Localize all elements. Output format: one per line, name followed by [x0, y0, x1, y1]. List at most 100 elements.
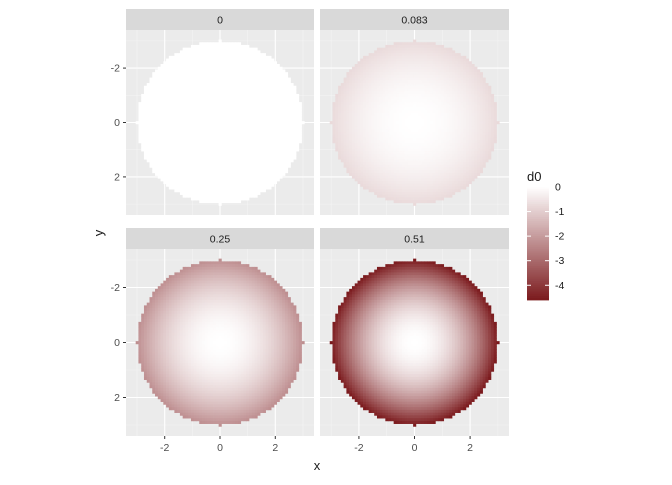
- heat-cell: [349, 75, 352, 78]
- heat-cell: [377, 154, 380, 157]
- heat-cell: [444, 113, 447, 116]
- heat-cell: [263, 99, 266, 102]
- heat-cell: [296, 140, 299, 143]
- heat-cell: [377, 178, 380, 181]
- heat-cell: [335, 116, 338, 119]
- heat-cell: [394, 67, 397, 70]
- heat-cell: [163, 80, 166, 83]
- heat-cell: [419, 88, 422, 91]
- heat-cell: [161, 146, 164, 149]
- heat-cell: [380, 192, 383, 195]
- heat-cell: [208, 97, 211, 100]
- heat-cell: [438, 154, 441, 157]
- heat-cell: [344, 140, 347, 143]
- heat-cell: [346, 157, 349, 160]
- heat-cell: [394, 124, 397, 127]
- heat-cell: [271, 151, 274, 154]
- heat-cell: [147, 132, 150, 135]
- heat-cell: [405, 59, 408, 62]
- heat-cell: [369, 148, 372, 151]
- heat-cell: [172, 56, 175, 59]
- heat-cell: [255, 94, 258, 97]
- heat-cell: [366, 137, 369, 140]
- heat-cell: [274, 72, 277, 75]
- heat-cell: [260, 176, 263, 179]
- heat-cell: [377, 184, 380, 187]
- heat-cell: [288, 148, 291, 151]
- heat-cell: [371, 97, 374, 100]
- heat-cell: [374, 181, 377, 184]
- heat-cell: [383, 170, 386, 173]
- heat-cell: [246, 45, 249, 48]
- heat-cell: [344, 113, 347, 116]
- heat-cell: [238, 45, 241, 48]
- heat-cell: [221, 61, 224, 64]
- heat-cell: [385, 151, 388, 154]
- heat-cell: [433, 56, 436, 59]
- heat-cell: [349, 91, 352, 94]
- heat-cell: [285, 124, 288, 127]
- heat-cell: [299, 132, 302, 135]
- heat-cell: [144, 99, 147, 102]
- heat-cell: [163, 75, 166, 78]
- heat-cell: [194, 165, 197, 168]
- heat-cell: [241, 159, 244, 162]
- heat-cell: [358, 165, 361, 168]
- heat-cell: [371, 88, 374, 91]
- heat-cell: [172, 118, 175, 121]
- heat-cell: [257, 165, 260, 168]
- heat-cell: [202, 132, 205, 135]
- heat-cell: [208, 173, 211, 176]
- heat-cell: [161, 167, 164, 170]
- heat-cell: [402, 197, 405, 200]
- heat-cell: [232, 143, 235, 146]
- heat-cell: [374, 146, 377, 149]
- heat-cell: [394, 181, 397, 184]
- heat-cell: [174, 162, 177, 165]
- heat-cell: [408, 97, 411, 100]
- heat-cell: [355, 102, 358, 105]
- heat-cell: [183, 105, 186, 108]
- heat-cell: [210, 121, 213, 124]
- heat-cell: [388, 178, 391, 181]
- heat-cell: [344, 83, 347, 86]
- heat-cell: [277, 124, 280, 127]
- heat-cell: [419, 137, 422, 140]
- heat-cell: [288, 105, 291, 108]
- heat-cell: [374, 167, 377, 170]
- heat-cell: [380, 148, 383, 151]
- heat-cell: [241, 113, 244, 116]
- heat-cell: [205, 80, 208, 83]
- heat-cell: [355, 94, 358, 97]
- heat-cell: [435, 129, 438, 132]
- heat-cell: [174, 102, 177, 105]
- heat-cell: [349, 162, 352, 165]
- heat-cell: [249, 91, 252, 94]
- heat-cell: [427, 165, 430, 168]
- heat-cell: [180, 167, 183, 170]
- heat-cell: [246, 165, 249, 168]
- heat-cell: [391, 75, 394, 78]
- heat-cell: [380, 99, 383, 102]
- heat-cell: [202, 137, 205, 140]
- heat-cell: [277, 64, 280, 67]
- heat-cell: [268, 140, 271, 143]
- heat-cell: [410, 197, 413, 200]
- heat-cell: [180, 137, 183, 140]
- heat-cell: [399, 64, 402, 67]
- heat-cell: [363, 176, 366, 179]
- heat-cell: [299, 121, 302, 124]
- heat-cell: [438, 132, 441, 135]
- heat-cell: [235, 167, 238, 170]
- heat-cell: [285, 91, 288, 94]
- heat-cell: [249, 118, 252, 121]
- heat-cell: [391, 127, 394, 130]
- heat-cell: [255, 165, 258, 168]
- heat-cell: [441, 69, 444, 72]
- heat-cell: [391, 186, 394, 189]
- heat-cell: [230, 67, 233, 70]
- heat-cell: [249, 135, 252, 138]
- heat-cell: [177, 124, 180, 127]
- heat-cell: [394, 83, 397, 86]
- heat-cell: [202, 140, 205, 143]
